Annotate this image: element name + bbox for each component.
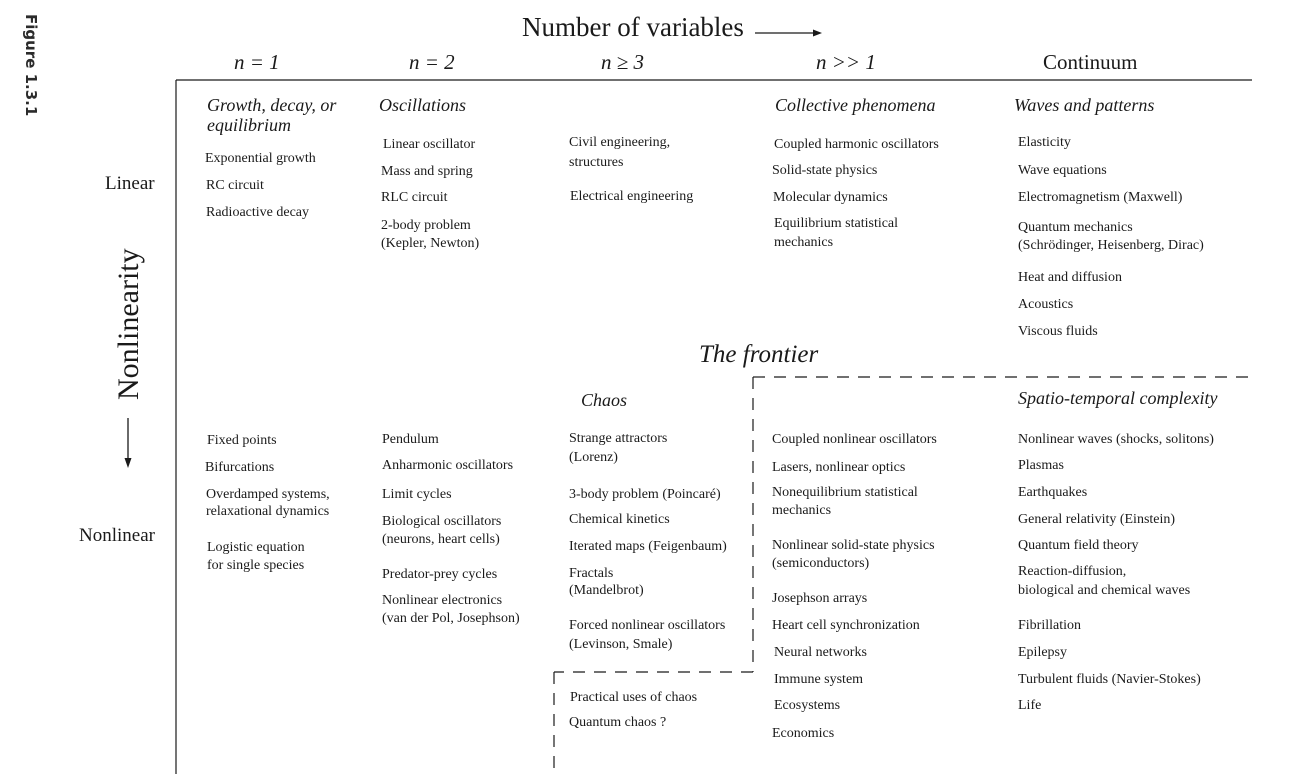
list-item: Plasmas [1018, 458, 1064, 473]
list-item: Logistic equation [207, 540, 305, 555]
list-item: Economics [772, 726, 835, 741]
list-item: Quantum chaos ? [569, 715, 667, 730]
list-item: Radioactive decay [206, 205, 310, 220]
list-item: Turbulent fluids (Navier-Stokes) [1018, 672, 1201, 687]
list-item: Strange attractors [569, 431, 668, 446]
list-item: Epilepsy [1018, 645, 1067, 660]
list-item: (Kepler, Newton) [381, 236, 480, 251]
list-item: Coupled nonlinear oscillators [772, 432, 937, 447]
list-item: Anharmonic oscillators [382, 458, 514, 473]
list-item: Nonlinear waves (shocks, solitons) [1018, 432, 1214, 447]
list-item: Earthquakes [1018, 485, 1088, 500]
list-item: Solid-state physics [772, 163, 878, 178]
list-item: Molecular dynamics [773, 190, 888, 205]
list-item: Predator-prey cycles [382, 567, 498, 582]
list-item: Iterated maps (Feigenbaum) [569, 539, 727, 554]
list-item: General relativity (Einstein) [1018, 512, 1176, 527]
list-item: structures [569, 155, 624, 170]
list-item: Civil engineering, [569, 135, 671, 150]
list-item: RC circuit [206, 178, 264, 193]
list-item: Nonequilibrium statistical [772, 485, 918, 500]
row-label-nonlinear: Nonlinear [79, 525, 155, 546]
list-item: Pendulum [382, 432, 439, 447]
list-item: (van der Pol, Josephson) [382, 611, 520, 626]
list-item: Neural networks [774, 645, 867, 660]
list-item: Practical uses of chaos [570, 690, 698, 705]
heading-collective-phenomena: Collective phenomena [775, 95, 936, 115]
list-item: Exponential growth [205, 151, 316, 166]
list-item: Heat and diffusion [1018, 270, 1122, 285]
list-item: Quantum field theory [1018, 538, 1139, 553]
heading-chaos: Chaos [581, 390, 628, 410]
list-item: Fixed points [207, 433, 277, 448]
list-item: mechanics [774, 235, 834, 250]
list-item: Lasers, nonlinear optics [772, 460, 906, 475]
list-item: biological and chemical waves [1018, 583, 1191, 598]
heading-oscillations: Oscillations [379, 95, 467, 115]
list-item: Life [1018, 698, 1042, 713]
heading-spatio-temporal-complexity: Spatio-temporal complexity [1018, 388, 1218, 408]
list-item: 2-body problem [381, 218, 471, 233]
top-axis-title: Number of variables [522, 12, 744, 42]
list-item: Coupled harmonic oscillators [774, 137, 939, 152]
heading-growth-decay-line2: equilibrium [207, 115, 291, 135]
list-item: Chemical kinetics [569, 512, 670, 527]
list-item: Fractals [569, 566, 614, 581]
list-item: Ecosystems [774, 698, 841, 713]
list-item: (Schrödinger, Heisenberg, Dirac) [1018, 238, 1204, 253]
list-item: Quantum mechanics [1018, 220, 1133, 235]
list-item: Josephson arrays [772, 591, 868, 606]
list-item: for single species [207, 558, 305, 573]
list-item: (Levinson, Smale) [569, 637, 673, 652]
row-label-linear: Linear [105, 173, 155, 194]
list-item: Wave equations [1018, 163, 1107, 178]
figure-label: Figure 1.3.1 [22, 14, 40, 117]
list-item: Viscous fluids [1018, 324, 1098, 339]
list-item: mechanics [772, 503, 832, 518]
column-header-continuum: Continuum [1043, 50, 1138, 74]
list-item: Immune system [774, 672, 864, 687]
list-item: (Lorenz) [569, 450, 618, 465]
list-item: (neurons, heart cells) [382, 532, 500, 547]
list-item: Overdamped systems, [206, 487, 330, 502]
list-item: Mass and spring [381, 164, 473, 179]
heading-waves-patterns: Waves and patterns [1014, 95, 1155, 115]
list-item: Linear oscillator [383, 137, 476, 152]
list-item: Nonlinear electronics [382, 593, 503, 608]
list-item: relaxational dynamics [206, 504, 330, 519]
frontier-label: The frontier [699, 341, 819, 368]
list-item: Equilibrium statistical [774, 216, 899, 231]
list-item: Heart cell synchronization [772, 618, 920, 633]
list-item: (Mandelbrot) [569, 583, 644, 598]
list-item: Fibrillation [1018, 618, 1081, 633]
list-item: Bifurcations [205, 460, 275, 475]
list-item: Elasticity [1018, 135, 1071, 150]
column-header-nmany: n >> 1 [816, 50, 876, 74]
list-item: Forced nonlinear oscillators [569, 618, 726, 633]
list-item: Biological oscillators [382, 514, 502, 529]
list-item: Electrical engineering [570, 189, 694, 204]
list-item: RLC circuit [381, 190, 448, 205]
list-item: Acoustics [1018, 297, 1074, 312]
list-item: Nonlinear solid-state physics [772, 538, 935, 553]
list-item: Reaction-diffusion, [1018, 564, 1127, 579]
column-header-n1: n = 1 [234, 50, 280, 74]
column-header-n2: n = 2 [409, 50, 455, 74]
list-item: Electromagnetism (Maxwell) [1018, 190, 1183, 205]
list-item: (semiconductors) [772, 556, 870, 571]
list-item: 3-body problem (Poincaré) [569, 487, 721, 502]
column-header-n3: n ≥ 3 [601, 50, 645, 74]
heading-growth-decay: Growth, decay, or [207, 95, 337, 115]
list-item: Limit cycles [382, 487, 452, 502]
